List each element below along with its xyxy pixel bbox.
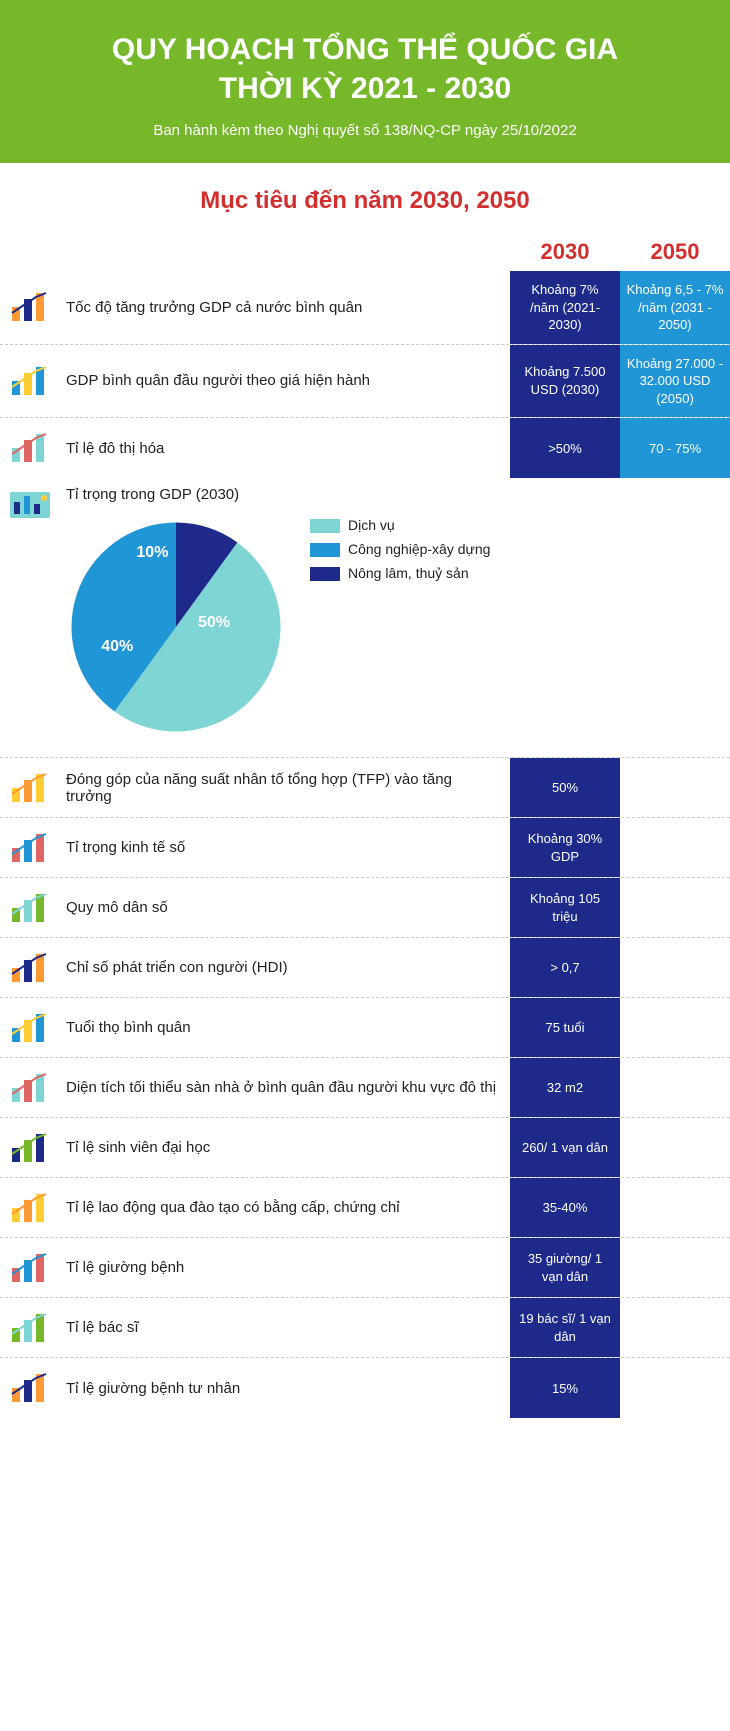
subtitle: Ban hành kèm theo Nghị quyết số 138/NQ-C…	[20, 122, 710, 139]
metric-row: Tỉ trọng kinh tế số Khoảng 30% GDP	[0, 818, 730, 878]
metric-value-2030: 75 tuổi	[510, 998, 620, 1057]
metric-value-2050-empty	[620, 998, 730, 1057]
pie-slice-label-1: 40%	[101, 638, 133, 656]
metric-row: Tỉ lệ lao động qua đào tạo có bằng cấp, …	[0, 1178, 730, 1238]
main-title: QUY HOẠCH TỔNG THỂ QUỐC GIA THỜI KỲ 2021…	[20, 30, 710, 108]
metric-value-2050: Khoảng 27.000 - 32.000 USD (2050)	[620, 345, 730, 418]
metric-value-2050-empty	[620, 1358, 730, 1418]
metric-value-2030: Khoảng 30% GDP	[510, 818, 620, 877]
metric-value-2030: Khoảng 105 triệu	[510, 878, 620, 937]
legend-label: Dịch vụ	[348, 517, 395, 533]
content: Mục tiêu đến năm 2030, 2050 2030 2050 Tố…	[0, 187, 730, 1438]
legend-label: Công nghiệp-xây dựng	[348, 541, 490, 557]
metric-value-2030: 32 m2	[510, 1058, 620, 1117]
metric-value-2030: 35 giường/ 1 vạn dân	[510, 1238, 620, 1297]
metric-row: Diện tích tối thiểu sàn nhà ở bình quân …	[0, 1058, 730, 1118]
metric-value-2030: Khoảng 7.500 USD (2030)	[510, 345, 620, 418]
legend-item: Nông lâm, thuỷ sản	[310, 565, 504, 581]
metric-row: Tỉ lệ sinh viên đại học 260/ 1 vạn dân	[0, 1118, 730, 1178]
pie-slice-label-0: 50%	[198, 614, 230, 632]
metric-icon	[0, 418, 60, 478]
metric-icon	[0, 1118, 60, 1177]
legend-swatch	[310, 567, 340, 581]
metric-icon	[0, 1298, 60, 1357]
metric-label: Đóng góp của năng suất nhân tố tổng hợp …	[60, 758, 510, 817]
metric-row: Tỉ lệ đô thị hóa >50% 70 - 75%	[0, 418, 730, 478]
section-title: Mục tiêu đến năm 2030, 2050	[0, 187, 730, 215]
metric-row: Tỉ lệ giường bệnh tư nhân 15%	[0, 1358, 730, 1418]
metric-label: Tốc độ tăng trưởng GDP cả nước bình quân	[60, 271, 510, 344]
metric-value-2030: 50%	[510, 758, 620, 817]
metric-value-2030: > 0,7	[510, 938, 620, 997]
metric-value-2030: Khoảng 7% /năm (2021-2030)	[510, 271, 620, 344]
metric-value-2050-empty	[620, 1118, 730, 1177]
year-2050-header: 2050	[620, 233, 730, 271]
metric-icon	[0, 818, 60, 877]
year-header-row: 2030 2050	[0, 233, 730, 271]
metric-row: Quy mô dân số Khoảng 105 triệu	[0, 878, 730, 938]
metric-label: Tỉ lệ lao động qua đào tạo có bằng cấp, …	[60, 1178, 510, 1237]
metric-icon	[0, 998, 60, 1057]
metric-label: Tỉ lệ đô thị hóa	[60, 418, 510, 478]
metric-value-2050: 70 - 75%	[620, 418, 730, 478]
year-2030-header: 2030	[510, 233, 620, 271]
metric-value-2050-empty	[620, 1238, 730, 1297]
gdp-share-icon	[0, 478, 60, 530]
metric-row: Tỉ lệ bác sĩ 19 bác sĩ/ 1 vạn dân	[0, 1298, 730, 1358]
metric-row: Chỉ số phát triển con người (HDI) > 0,7	[0, 938, 730, 998]
legend-label: Nông lâm, thuỷ sản	[348, 565, 469, 581]
legend-item: Công nghiệp-xây dựng	[310, 541, 504, 557]
metric-label: Chỉ số phát triển con người (HDI)	[60, 938, 510, 997]
metric-label: Diện tích tối thiểu sàn nhà ở bình quân …	[60, 1058, 510, 1117]
metric-label: Tuổi thọ bình quân	[60, 998, 510, 1057]
title-line1: QUY HOẠCH TỔNG THỂ QUỐC GIA	[112, 33, 618, 66]
metric-icon	[0, 1358, 60, 1418]
metric-row: Tỉ lệ giường bệnh 35 giường/ 1 vạn dân	[0, 1238, 730, 1298]
metric-value-2050-empty	[620, 1298, 730, 1357]
metric-row: Tuổi thọ bình quân 75 tuổi	[0, 998, 730, 1058]
metric-value-2030: 35-40%	[510, 1178, 620, 1237]
header: QUY HOẠCH TỔNG THỂ QUỐC GIA THỜI KỲ 2021…	[0, 0, 730, 163]
metric-value-2030: >50%	[510, 418, 620, 478]
metric-value-2030: 19 bác sĩ/ 1 vạn dân	[510, 1298, 620, 1357]
metric-value-2030: 15%	[510, 1358, 620, 1418]
metric-label: Tỉ lệ giường bệnh tư nhân	[60, 1358, 510, 1418]
metric-value-2030: 260/ 1 vạn dân	[510, 1118, 620, 1177]
metric-value-2050-empty	[620, 818, 730, 877]
metric-icon	[0, 938, 60, 997]
metric-row: Tốc độ tăng trưởng GDP cả nước bình quân…	[0, 271, 730, 345]
pie-slice-label-2: 10%	[136, 544, 168, 562]
metric-label: Tỉ lệ giường bệnh	[60, 1238, 510, 1297]
metric-row: Đóng góp của năng suất nhân tố tổng hợp …	[0, 758, 730, 818]
metric-icon	[0, 1178, 60, 1237]
metric-icon	[0, 1058, 60, 1117]
legend-item: Dịch vụ	[310, 517, 504, 533]
metric-icon	[0, 345, 60, 418]
metric-value-2050: Khoảng 6,5 - 7% /năm (2031 - 2050)	[620, 271, 730, 344]
gdp-share-row: Tỉ trọng trong GDP (2030) 50% 40% 10% Dị…	[0, 478, 730, 758]
metric-label: Tỉ lệ bác sĩ	[60, 1298, 510, 1357]
metric-label: GDP bình quân đầu người theo giá hiện hà…	[60, 345, 510, 418]
pie-chart: 50% 40% 10%	[66, 517, 286, 737]
metric-row: GDP bình quân đầu người theo giá hiện hà…	[0, 345, 730, 419]
metric-value-2050-empty	[620, 878, 730, 937]
legend-swatch	[310, 519, 340, 533]
metric-icon	[0, 878, 60, 937]
metric-value-2050-empty	[620, 1178, 730, 1237]
metric-value-2050-empty	[620, 938, 730, 997]
metric-label: Tỉ trọng kinh tế số	[60, 818, 510, 877]
metric-value-2050-empty	[620, 758, 730, 817]
metric-icon	[0, 271, 60, 344]
title-line2: THỜI KỲ 2021 - 2030	[219, 72, 511, 105]
metric-label: Tỉ lệ sinh viên đại học	[60, 1118, 510, 1177]
metric-icon	[0, 758, 60, 817]
metric-icon	[0, 1238, 60, 1297]
legend-swatch	[310, 543, 340, 557]
metric-label: Quy mô dân số	[60, 878, 510, 937]
metric-value-2050-empty	[620, 1058, 730, 1117]
pie-title: Tỉ trọng trong GDP (2030)	[66, 486, 504, 503]
pie-legend: Dịch vụ Công nghiệp-xây dựng Nông lâm, t…	[310, 517, 504, 589]
